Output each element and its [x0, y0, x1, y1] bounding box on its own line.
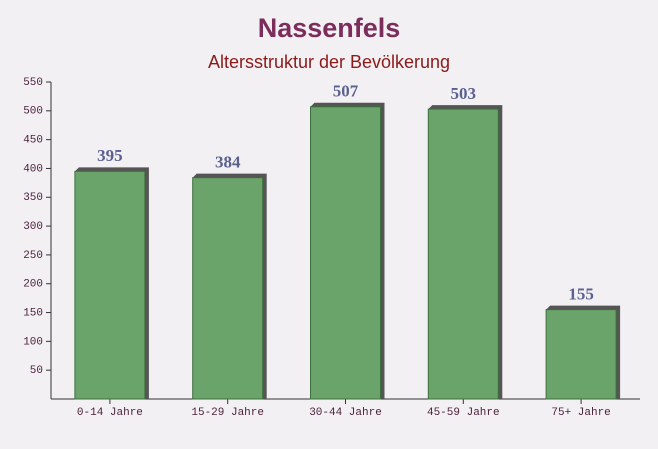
x-tick-label: 75+ Jahre [551, 407, 610, 419]
y-tick-label: 400 [23, 163, 43, 175]
value-label: 155 [568, 285, 594, 304]
y-tick-label: 350 [23, 192, 43, 204]
value-label: 395 [97, 146, 123, 165]
y-tick-label: 200 [23, 279, 43, 291]
x-tick-label: 0-14 Jahre [77, 407, 143, 419]
y-tick-label: 100 [23, 336, 43, 348]
value-label: 507 [333, 82, 359, 101]
y-tick-label: 500 [23, 106, 43, 118]
bar [545, 309, 617, 400]
y-tick-label: 250 [23, 250, 43, 262]
bar [74, 170, 146, 400]
bar [310, 106, 381, 400]
value-label: 503 [451, 84, 477, 103]
y-tick-label: 450 [23, 135, 43, 147]
y-tick-label: 150 [23, 307, 43, 319]
x-tick-label: 30-44 Jahre [309, 407, 382, 419]
y-tick-label: 550 [23, 77, 43, 89]
y-tick-label: 300 [23, 221, 43, 233]
x-tick-label: 45-59 Jahre [427, 407, 500, 419]
value-label: 384 [215, 153, 241, 172]
bar [192, 177, 264, 400]
x-tick-label: 15-29 Jahre [191, 407, 264, 419]
chart-title: Nassenfels [258, 13, 401, 43]
bar [427, 108, 499, 400]
chart-subtitle: Altersstruktur der Bevölkerung [208, 52, 450, 72]
y-tick-label: 50 [30, 365, 43, 377]
